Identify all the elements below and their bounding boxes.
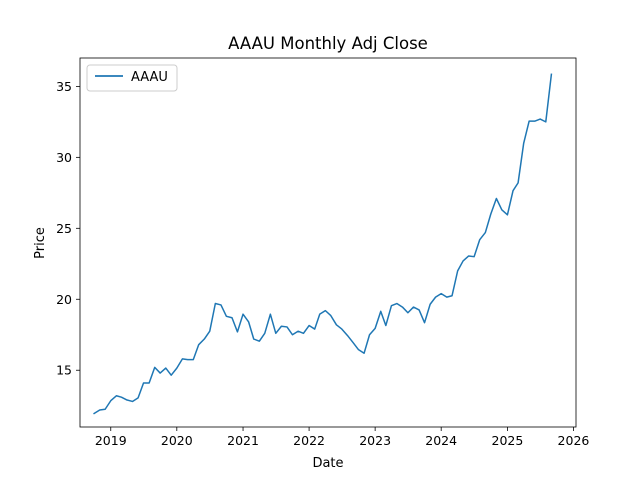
y-axis-label: Price xyxy=(33,227,48,259)
legend: AAAU xyxy=(86,64,178,92)
legend-box xyxy=(86,64,178,92)
x-tick-label: 2021 xyxy=(227,433,259,448)
x-tick-label: 2019 xyxy=(95,433,127,448)
x-tick-label: 2020 xyxy=(161,433,193,448)
x-axis-label: Date xyxy=(312,456,343,471)
y-tick-label: 20 xyxy=(56,292,72,307)
x-tick-label: 2023 xyxy=(359,433,391,448)
x-axis-ticks: 2019 2020 2021 2022 2023 2024 2025 2026 xyxy=(95,427,590,448)
x-tick-label: 2025 xyxy=(492,433,524,448)
plot-area-frame xyxy=(79,57,577,428)
x-tick-label: 2026 xyxy=(558,433,590,448)
y-tick-label: 35 xyxy=(56,79,72,94)
chart-title: AAAU Monthly Adj Close xyxy=(228,34,428,53)
y-tick-label: 25 xyxy=(56,221,72,236)
x-tick-label: 2024 xyxy=(425,433,457,448)
y-tick-label: 30 xyxy=(56,150,72,165)
series-line-aaau xyxy=(93,73,553,415)
y-axis-ticks: 15 20 25 30 35 xyxy=(56,79,80,378)
y-tick-label: 15 xyxy=(56,363,72,378)
x-tick-label: 2022 xyxy=(293,433,325,448)
legend-label-aaau: AAAU xyxy=(131,70,168,85)
